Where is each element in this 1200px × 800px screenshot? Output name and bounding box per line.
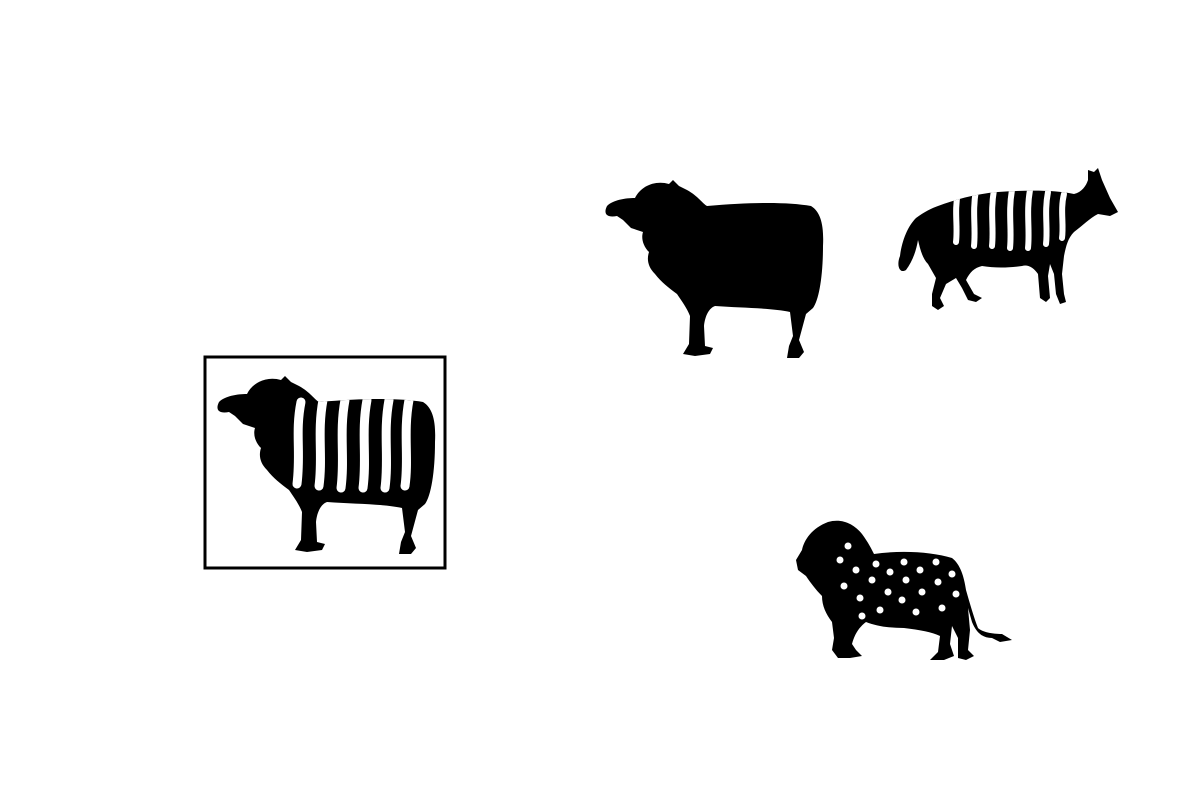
target-panel: [203, 355, 447, 570]
option-lion-dotted[interactable]: [796, 520, 1012, 660]
target-sheep-icon: [217, 376, 436, 554]
sheep-icon: [605, 180, 824, 358]
option-sheep-plain[interactable]: [605, 180, 824, 358]
lion-icon: [796, 520, 1012, 660]
wolf-stripe-pattern: [953, 187, 1067, 251]
lion-dot-pattern: [836, 542, 960, 620]
target-frame: [203, 355, 447, 570]
option-wolf-striped[interactable]: [898, 168, 1118, 310]
target-stripe-pattern: [292, 395, 414, 493]
